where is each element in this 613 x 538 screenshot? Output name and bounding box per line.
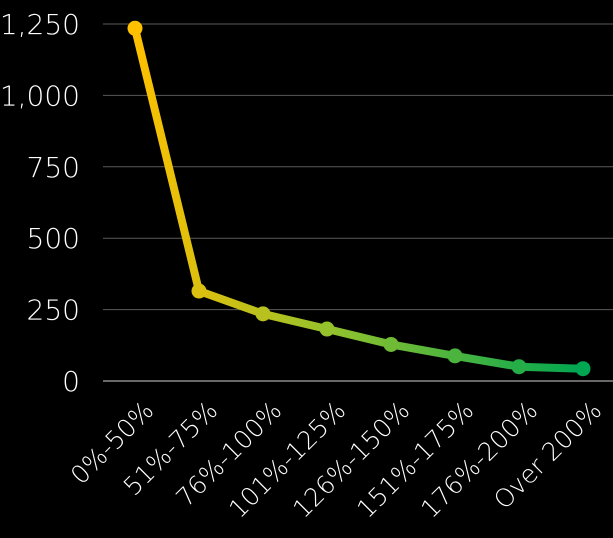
y-tick-label: 250 <box>27 294 80 327</box>
y-tick-label: 0 <box>62 365 80 398</box>
x-axis-tick-labels: 0%-50%51%-75%76%-100%101%-125%126%-150%1… <box>65 396 607 524</box>
y-tick-label: 1,000 <box>0 79 80 112</box>
data-point <box>127 20 143 36</box>
data-point <box>191 283 207 299</box>
data-points <box>127 20 591 377</box>
y-tick-label: 500 <box>27 222 80 255</box>
y-tick-label: 750 <box>27 151 80 184</box>
data-point <box>383 336 399 352</box>
data-point <box>319 321 335 337</box>
series-line <box>131 24 587 373</box>
data-point <box>511 359 527 375</box>
data-point <box>255 306 271 322</box>
data-point <box>447 348 463 364</box>
y-axis-tick-labels: 0 250 500 750 1,000 1,250 <box>0 8 80 398</box>
data-point <box>575 361 591 377</box>
y-tick-label: 1,250 <box>0 8 80 41</box>
